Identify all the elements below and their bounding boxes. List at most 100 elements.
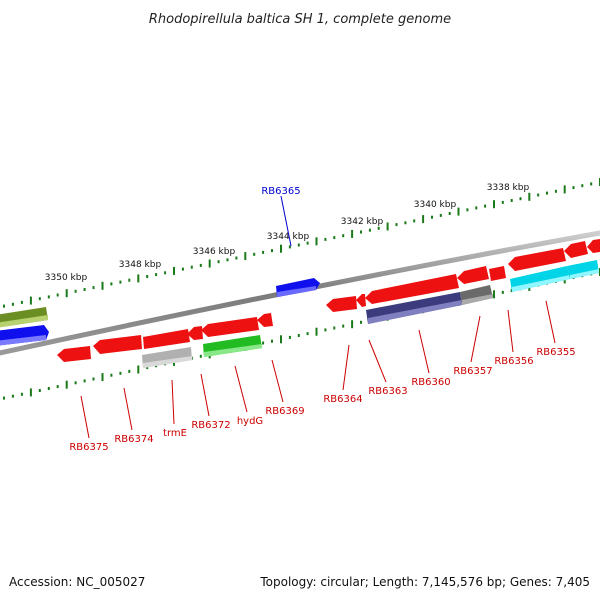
upper-ruler-minor-tick bbox=[519, 197, 522, 201]
upper-ruler-minor-tick bbox=[217, 260, 220, 264]
upper-ruler-minor-tick bbox=[119, 280, 122, 284]
gene-label-rb6355[interactable]: RB6355 bbox=[536, 347, 575, 358]
gene-label-rb6363[interactable]: RB6363 bbox=[368, 386, 407, 397]
gene-rb6374[interactable] bbox=[93, 335, 142, 354]
gene-rb6357-red[interactable] bbox=[457, 266, 489, 284]
lower-ruler-minor-tick bbox=[297, 334, 300, 337]
gene-label-trme[interactable]: trmE bbox=[163, 428, 187, 439]
upper-ruler-minor-tick bbox=[146, 275, 149, 278]
lower-ruler-minor-tick bbox=[199, 354, 202, 358]
lower-ruler-minor-tick bbox=[20, 392, 23, 396]
upper-ruler-minor-tick bbox=[11, 302, 14, 306]
upper-ruler-minor-tick bbox=[56, 293, 59, 297]
upper-ruler-minor-tick bbox=[199, 263, 202, 267]
lower-ruler-minor-tick bbox=[47, 387, 50, 390]
tick-label-3338: 3338 kbp bbox=[487, 183, 530, 193]
gene-trme-shade bbox=[143, 356, 192, 368]
upper-ruler-minor-tick bbox=[554, 189, 557, 193]
gene-rb6363-small[interactable] bbox=[356, 294, 366, 307]
upper-ruler-minor-tick bbox=[484, 204, 487, 208]
gene-label-rb6357[interactable]: RB6357 bbox=[453, 366, 492, 377]
lower-ruler-minor-tick bbox=[3, 396, 5, 400]
gene-label-hydg[interactable]: hydG bbox=[237, 416, 263, 427]
gene-rb6356-red[interactable] bbox=[489, 266, 506, 281]
gene-rb6373-red[interactable] bbox=[143, 329, 190, 349]
upper-ruler-minor-tick bbox=[368, 228, 371, 232]
lower-ruler-major-tick bbox=[65, 380, 68, 389]
gene-label-rb6356[interactable]: RB6356 bbox=[494, 356, 533, 367]
upper-ruler-minor-tick bbox=[47, 295, 50, 299]
gene-blue-left-shade bbox=[0, 335, 46, 346]
upper-ruler-minor-tick bbox=[253, 252, 256, 256]
upper-ruler-minor-tick bbox=[439, 213, 442, 217]
upper-ruler-major-tick bbox=[244, 252, 247, 261]
upper-ruler-minor-tick bbox=[128, 278, 131, 282]
upper-ruler-minor-tick bbox=[92, 286, 95, 290]
gene-labels: RB6365 RB6375 RB6374 trmE RB6372 hydG RB… bbox=[69, 186, 575, 453]
tick-label-3344: 3344 kbp bbox=[267, 232, 310, 242]
gene-label-rb6372[interactable]: RB6372 bbox=[191, 420, 230, 431]
upper-ruler-major-tick bbox=[280, 244, 282, 253]
upper-ruler-minor-tick bbox=[501, 200, 504, 204]
upper-ruler-minor-tick bbox=[288, 245, 291, 249]
gene-rb6355-shade bbox=[570, 269, 599, 279]
gene-rb6364[interactable] bbox=[326, 296, 357, 312]
gene-rb6355-red[interactable] bbox=[508, 248, 566, 271]
upper-kbp-ruler bbox=[3, 178, 600, 308]
tick-label-3346: 3346 kbp bbox=[193, 247, 236, 257]
upper-ruler-minor-tick bbox=[164, 271, 167, 275]
tick-label-3340: 3340 kbp bbox=[414, 200, 457, 210]
gene-olive-left-shade bbox=[0, 315, 48, 328]
upper-ruler-major-tick bbox=[29, 296, 32, 305]
upper-ruler-minor-tick bbox=[590, 182, 593, 186]
lower-ruler-minor-tick bbox=[288, 335, 291, 339]
upper-ruler-major-tick bbox=[137, 274, 140, 283]
gene-label-rb6375[interactable]: RB6375 bbox=[69, 442, 108, 453]
upper-ruler-minor-tick bbox=[271, 249, 273, 253]
upper-ruler-minor-tick bbox=[377, 226, 380, 230]
gene-label-rb6369[interactable]: RB6369 bbox=[265, 406, 304, 417]
gene-rb6352-red-edge[interactable] bbox=[596, 240, 600, 252]
upper-ruler-minor-tick bbox=[262, 250, 265, 254]
gene-rb6375[interactable] bbox=[57, 346, 91, 362]
upper-ruler-minor-tick bbox=[342, 234, 345, 238]
gene-rb6370-red[interactable] bbox=[201, 317, 259, 337]
genome-summary-text: Topology: circular; Length: 7,145,576 bp… bbox=[259, 575, 590, 589]
tick-label-3348: 3348 kbp bbox=[119, 260, 162, 270]
lower-ruler-minor-tick bbox=[128, 369, 131, 373]
gene-label-rb6365[interactable]: RB6365 bbox=[261, 186, 300, 197]
gene-rb6356-shade bbox=[512, 275, 570, 292]
upper-ruler-minor-tick bbox=[190, 265, 193, 269]
gene-rb6354-red[interactable] bbox=[564, 241, 588, 258]
lower-ruler-minor-tick bbox=[74, 381, 77, 385]
gene-label-rb6364[interactable]: RB6364 bbox=[323, 394, 362, 405]
upper-ruler-major-tick bbox=[65, 289, 68, 298]
gene-rb6372[interactable] bbox=[187, 326, 203, 340]
upper-ruler-minor-tick bbox=[83, 288, 86, 291]
gene-label-rb6360[interactable]: RB6360 bbox=[411, 377, 450, 388]
gene-rb6363[interactable] bbox=[365, 274, 459, 304]
upper-ruler-major-tick bbox=[173, 266, 175, 275]
lower-ruler-minor-tick bbox=[333, 326, 336, 330]
lower-ruler-minor-tick bbox=[271, 339, 273, 343]
upper-ruler-minor-tick bbox=[395, 223, 398, 227]
upper-ruler-minor-tick bbox=[510, 199, 513, 202]
upper-ruler-minor-tick bbox=[181, 267, 184, 271]
upper-ruler-minor-tick bbox=[306, 241, 309, 245]
lower-ruler-minor-tick bbox=[510, 289, 513, 293]
lower-ruler-minor-tick bbox=[342, 324, 345, 328]
gene-leader-lines bbox=[80, 195, 556, 439]
lower-ruler-major-tick bbox=[29, 388, 32, 397]
upper-ruler-major-tick bbox=[493, 200, 495, 209]
gene-label-rb6374[interactable]: RB6374 bbox=[114, 434, 153, 445]
lower-ruler-minor-tick bbox=[360, 320, 362, 324]
upper-ruler-minor-tick bbox=[110, 282, 113, 286]
gene-rb6360-shade bbox=[368, 300, 462, 324]
upper-ruler-minor-tick bbox=[360, 230, 362, 234]
upper-ruler-major-tick bbox=[457, 207, 460, 216]
lower-ruler-major-tick bbox=[493, 290, 495, 299]
lower-ruler-minor-tick bbox=[501, 290, 504, 294]
gene-rb6369[interactable] bbox=[257, 313, 273, 327]
genome-backbone bbox=[0, 230, 600, 356]
